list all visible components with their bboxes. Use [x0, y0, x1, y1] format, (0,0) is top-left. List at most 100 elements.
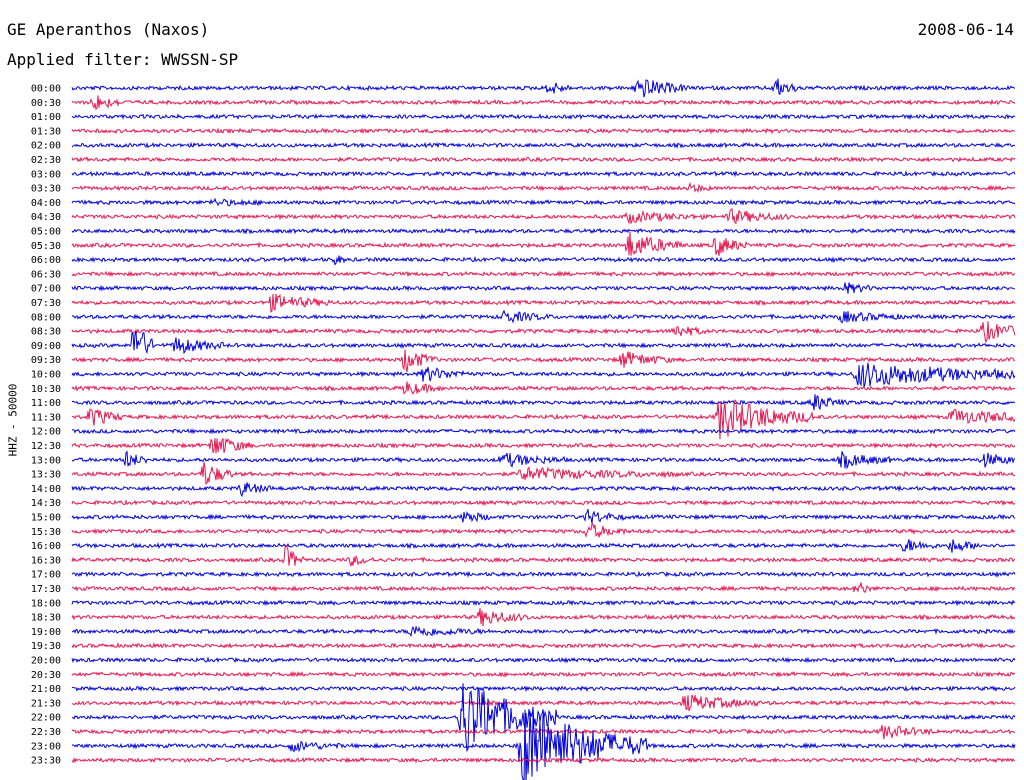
row-time-label: 01:00 [31, 112, 61, 123]
filter-label: Applied filter: WWSSN-SP [7, 50, 239, 69]
row-time-label: 19:30 [31, 641, 61, 652]
row-time-label: 09:30 [31, 355, 61, 366]
trace-line [71, 656, 1016, 664]
row-time-label: 01:30 [31, 126, 61, 137]
row-time-label: 19:00 [31, 627, 61, 638]
trace-line [71, 437, 1016, 454]
trace-line [71, 197, 1016, 207]
trace-line [71, 694, 1016, 712]
row-time-label: 07:30 [31, 298, 61, 309]
row-time-label: 16:00 [31, 541, 61, 552]
station-title: GE Aperanthos (Naxos) [7, 20, 210, 39]
row-time-label: 17:00 [31, 570, 61, 581]
row-time-label: 13:00 [31, 455, 61, 466]
trace-line [71, 181, 1016, 194]
trace-line [71, 724, 1016, 740]
trace-line [71, 599, 1016, 607]
row-time-label: 08:30 [31, 327, 61, 338]
trace-line [71, 207, 1016, 225]
trace-line [71, 227, 1016, 235]
trace-line [71, 427, 1016, 435]
row-time-label: 05:30 [31, 241, 61, 252]
row-time-label: 12:00 [31, 427, 61, 438]
row-time-label: 09:00 [31, 341, 61, 352]
row-time-label: 04:30 [31, 212, 61, 223]
trace-line [71, 399, 1016, 440]
trace-line [71, 508, 1016, 524]
trace-line [71, 255, 1016, 266]
trace-line [71, 282, 1016, 294]
row-time-label: 03:00 [31, 169, 61, 180]
row-time-label: 21:00 [31, 684, 61, 695]
row-time-label: 20:30 [31, 670, 61, 681]
trace-line [71, 321, 1016, 344]
trace-line [71, 293, 1016, 313]
trace-line [71, 683, 1016, 753]
trace-line [71, 608, 1016, 627]
record-date: 2008-06-14 [917, 20, 1014, 39]
row-time-label: 20:00 [31, 656, 61, 667]
row-time-label: 13:30 [31, 470, 61, 481]
row-time-label: 03:30 [31, 184, 61, 195]
row-time-label: 02:30 [31, 155, 61, 166]
row-time-label: 22:30 [31, 727, 61, 738]
trace-line [71, 450, 1016, 470]
trace-line [71, 113, 1016, 121]
row-time-label: 15:00 [31, 513, 61, 524]
trace-line [71, 461, 1016, 485]
trace-line [71, 523, 1016, 538]
row-time-label: 02:00 [31, 141, 61, 152]
row-time-label: 10:00 [31, 370, 61, 381]
row-time-label: 23:30 [31, 756, 61, 767]
trace-line [71, 231, 1016, 257]
row-time-label: 16:30 [31, 555, 61, 566]
row-time-label: 12:30 [31, 441, 61, 452]
row-time-label: 10:30 [31, 384, 61, 395]
trace-line [71, 95, 1016, 111]
trace-line [71, 331, 1016, 355]
trace-line [71, 394, 1016, 411]
trace-line [71, 670, 1016, 678]
row-time-label: 05:00 [31, 227, 61, 238]
row-time-label: 14:30 [31, 498, 61, 509]
row-time-label: 22:00 [31, 713, 61, 724]
trace-line [71, 570, 1016, 578]
trace-line [71, 641, 1016, 650]
row-time-label: 04:00 [31, 198, 61, 209]
trace-line [71, 170, 1016, 178]
row-time-label: 14:00 [31, 484, 61, 495]
row-time-label: 00:30 [31, 98, 61, 109]
trace-line [71, 498, 1016, 507]
trace-line [71, 349, 1016, 373]
row-time-label: 11:30 [31, 412, 61, 423]
row-time-label: 00:00 [31, 84, 61, 95]
trace-line [71, 381, 1016, 395]
trace-line [71, 155, 1016, 164]
trace-line [71, 78, 1016, 98]
trace-line [71, 270, 1016, 278]
row-time-label: 06:30 [31, 269, 61, 280]
trace-line [71, 539, 1016, 553]
trace-line [71, 685, 1016, 693]
trace-line [71, 482, 1016, 498]
row-time-label: 07:00 [31, 284, 61, 295]
trace-line [71, 625, 1016, 638]
row-time-label: 11:00 [31, 398, 61, 409]
row-time-label: 18:30 [31, 613, 61, 624]
row-time-label: 23:00 [31, 741, 61, 752]
trace-line [71, 309, 1016, 324]
row-time-label: 18:00 [31, 598, 61, 609]
row-time-label: 15:30 [31, 527, 61, 538]
trace-line [71, 127, 1016, 135]
row-time-label: 06:00 [31, 255, 61, 266]
row-time-label: 21:30 [31, 698, 61, 709]
trace-line [71, 544, 1016, 568]
trace-line [71, 141, 1016, 149]
trace-line [71, 709, 1016, 780]
row-time-label: 17:30 [31, 584, 61, 595]
row-time-label: 08:00 [31, 312, 61, 323]
trace-line [71, 582, 1016, 593]
trace-line [71, 756, 1016, 764]
trace-line [71, 362, 1016, 388]
